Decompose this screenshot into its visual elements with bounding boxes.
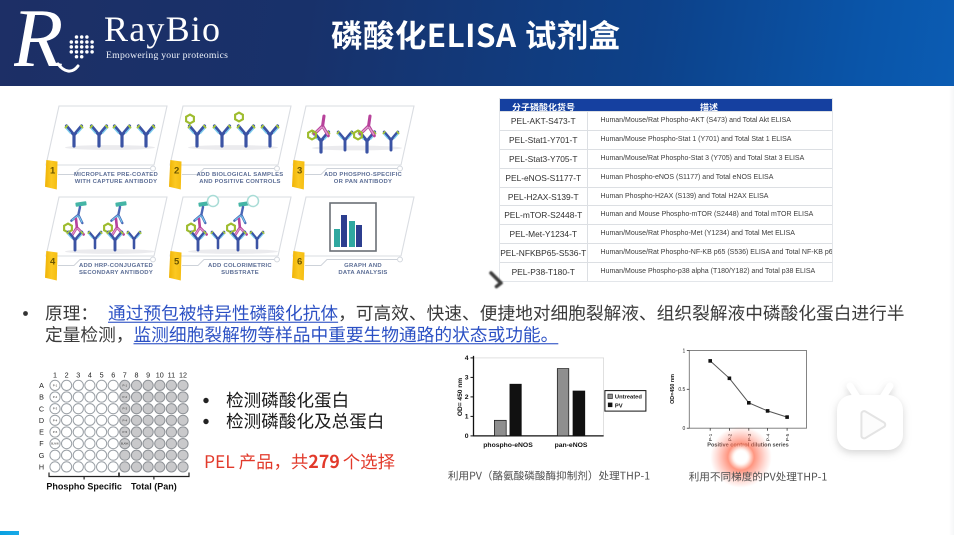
svg-text:1: 1 bbox=[465, 414, 469, 421]
svg-text:2: 2 bbox=[465, 394, 469, 401]
svg-text:P-4: P-4 bbox=[53, 418, 58, 422]
svg-text:OD=450 nm: OD=450 nm bbox=[670, 374, 676, 404]
svg-text:0: 0 bbox=[465, 433, 469, 440]
svg-text:BLANK: BLANK bbox=[51, 443, 59, 446]
svg-text:6: 6 bbox=[111, 371, 115, 380]
svg-text:P-1: P-1 bbox=[53, 383, 58, 387]
svg-text:P-5: P-5 bbox=[123, 430, 128, 434]
svg-text:P-2: P-2 bbox=[53, 395, 58, 399]
svg-text:2: 2 bbox=[65, 371, 69, 380]
svg-text:Total (Pan): Total (Pan) bbox=[131, 482, 177, 492]
svg-text:9: 9 bbox=[146, 371, 150, 380]
svg-text:PV: PV bbox=[615, 403, 623, 409]
svg-text:4: 4 bbox=[50, 257, 56, 268]
svg-text:P-4: P-4 bbox=[123, 418, 128, 422]
svg-text:3: 3 bbox=[76, 371, 80, 380]
svg-text:0.5: 0.5 bbox=[678, 387, 685, 393]
svg-text:5: 5 bbox=[100, 371, 104, 380]
svg-text:P-3: P-3 bbox=[53, 407, 58, 411]
svg-text:P-3: P-3 bbox=[123, 407, 128, 411]
svg-text:F: F bbox=[39, 439, 44, 448]
svg-text:E: E bbox=[39, 428, 44, 437]
svg-text:OD= 450 nm: OD= 450 nm bbox=[457, 378, 464, 416]
svg-text:6: 6 bbox=[297, 257, 302, 268]
svg-text:H: H bbox=[39, 463, 44, 472]
svg-text:R: R bbox=[14, 2, 63, 85]
svg-text:P-1: P-1 bbox=[123, 383, 128, 387]
svg-text:12: 12 bbox=[179, 371, 187, 380]
svg-text:10: 10 bbox=[156, 371, 164, 380]
svg-text:P-5: P-5 bbox=[53, 430, 58, 434]
svg-text:Untreated: Untreated bbox=[615, 395, 643, 401]
svg-text:0: 0 bbox=[683, 426, 686, 432]
svg-text:C: C bbox=[39, 404, 44, 413]
svg-text:G: G bbox=[39, 451, 45, 460]
svg-text:P-5: P-5 bbox=[785, 433, 791, 441]
svg-text:1: 1 bbox=[683, 348, 686, 354]
svg-text:7: 7 bbox=[123, 371, 127, 380]
svg-text:D: D bbox=[39, 416, 44, 425]
svg-text:3: 3 bbox=[465, 375, 469, 382]
svg-text:5: 5 bbox=[174, 257, 180, 268]
svg-text:8: 8 bbox=[135, 371, 139, 380]
svg-text:A: A bbox=[39, 381, 44, 390]
svg-text:11: 11 bbox=[168, 371, 175, 380]
svg-text:3: 3 bbox=[297, 166, 302, 177]
svg-text:1: 1 bbox=[53, 371, 57, 380]
svg-text:Phospho Specific: Phospho Specific bbox=[46, 482, 122, 492]
svg-text:4: 4 bbox=[88, 371, 92, 380]
svg-text:B: B bbox=[39, 393, 44, 402]
svg-text:P-2: P-2 bbox=[123, 395, 128, 399]
svg-text:1: 1 bbox=[50, 166, 56, 177]
svg-text:phospho-eNOS: phospho-eNOS bbox=[483, 442, 533, 449]
svg-text:4: 4 bbox=[465, 355, 469, 362]
svg-text:pan-eNOS: pan-eNOS bbox=[555, 442, 588, 449]
svg-text:BLANK: BLANK bbox=[121, 443, 129, 446]
svg-text:2: 2 bbox=[174, 166, 179, 177]
